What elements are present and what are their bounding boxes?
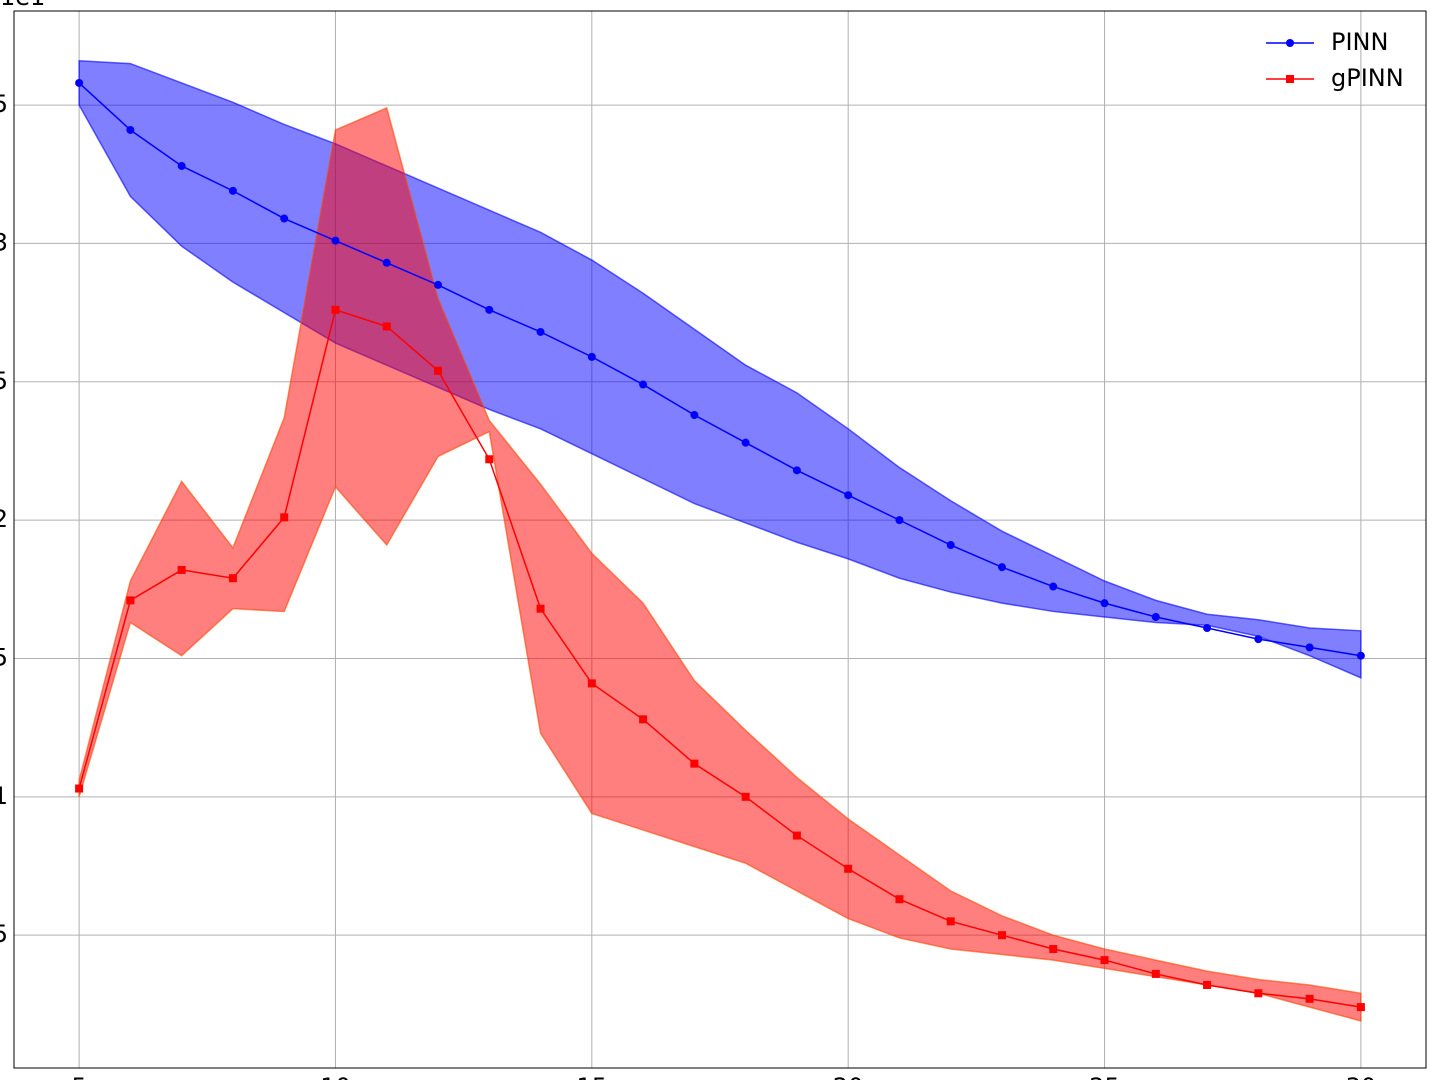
marker bbox=[792, 831, 801, 840]
marker bbox=[126, 125, 135, 134]
marker bbox=[1356, 1003, 1365, 1012]
marker bbox=[690, 410, 699, 419]
marker bbox=[536, 604, 545, 613]
marker bbox=[741, 792, 750, 801]
x-tick-label: 30 bbox=[1346, 1073, 1377, 1080]
marker bbox=[382, 258, 391, 267]
legend-label: PINN bbox=[1331, 28, 1388, 56]
marker bbox=[434, 280, 443, 289]
y-tick-label: 3.5 bbox=[0, 90, 8, 118]
marker bbox=[485, 455, 494, 464]
marker bbox=[434, 366, 443, 375]
marker bbox=[792, 466, 801, 475]
line bbox=[78, 308, 1362, 1008]
marker bbox=[126, 596, 135, 605]
marker bbox=[639, 380, 648, 389]
marker bbox=[1100, 599, 1109, 608]
marker bbox=[587, 352, 596, 361]
marker bbox=[1049, 582, 1058, 591]
marker bbox=[177, 161, 186, 170]
y-tick-label: 1.5 bbox=[0, 643, 8, 671]
marker bbox=[536, 327, 545, 336]
marker bbox=[1305, 643, 1314, 652]
x-tick-label: 10 bbox=[320, 1073, 351, 1080]
marker bbox=[1203, 980, 1212, 989]
marker bbox=[844, 864, 853, 873]
marker bbox=[75, 78, 84, 87]
y-tick-label: 2.5 bbox=[0, 367, 8, 395]
marker bbox=[1356, 651, 1365, 660]
legend-label: gPINN bbox=[1331, 64, 1404, 92]
y-tick-label: 3 bbox=[0, 228, 8, 256]
marker bbox=[75, 784, 84, 793]
marker bbox=[1305, 994, 1314, 1003]
marker bbox=[382, 322, 391, 331]
plot-frame bbox=[13, 10, 1427, 1069]
legend-marker bbox=[1286, 39, 1294, 47]
marker bbox=[997, 563, 1006, 572]
marker bbox=[1151, 969, 1160, 978]
x-tick-label: 20 bbox=[833, 1073, 864, 1080]
marker bbox=[228, 186, 237, 195]
marker bbox=[997, 931, 1006, 940]
line bbox=[78, 82, 1362, 657]
marker bbox=[485, 305, 494, 314]
marker bbox=[1203, 624, 1212, 633]
marker bbox=[946, 917, 955, 926]
marker bbox=[228, 574, 237, 583]
marker bbox=[280, 214, 289, 223]
marker bbox=[1049, 945, 1058, 954]
marker bbox=[844, 491, 853, 500]
marker bbox=[690, 759, 699, 768]
x-tick-label: 5 bbox=[71, 1073, 86, 1080]
marker bbox=[587, 679, 596, 688]
y-offset-label: 1e1 bbox=[0, 0, 45, 11]
x-tick-label: 15 bbox=[577, 1073, 608, 1080]
y-tick-label: 0.5 bbox=[0, 920, 8, 948]
marker bbox=[331, 236, 340, 245]
marker bbox=[1100, 956, 1109, 965]
marker bbox=[280, 513, 289, 522]
y-tick-label: 2 bbox=[0, 505, 8, 533]
marker bbox=[639, 715, 648, 724]
marker bbox=[331, 305, 340, 314]
x-tick-label: 25 bbox=[1089, 1073, 1120, 1080]
band bbox=[78, 106, 1362, 1022]
marker bbox=[1151, 612, 1160, 621]
marker bbox=[741, 438, 750, 447]
marker bbox=[1254, 635, 1263, 644]
legend-marker bbox=[1286, 75, 1294, 83]
marker bbox=[1254, 989, 1263, 998]
y-tick-label: 1 bbox=[0, 782, 8, 810]
marker bbox=[895, 516, 904, 525]
marker bbox=[895, 895, 904, 904]
marker bbox=[177, 565, 186, 574]
marker bbox=[946, 541, 955, 550]
